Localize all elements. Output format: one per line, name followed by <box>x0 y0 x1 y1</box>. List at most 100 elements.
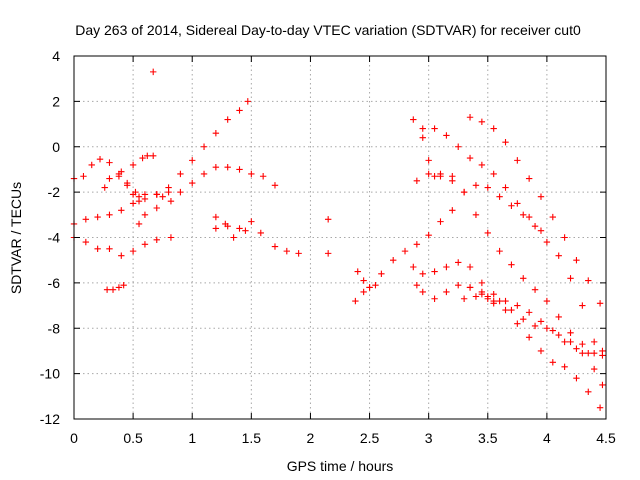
series-arc-3 <box>70 234 175 259</box>
data-point <box>167 198 175 205</box>
data-point <box>531 222 539 230</box>
data-point <box>549 213 556 221</box>
data-point <box>212 129 220 137</box>
data-point <box>419 134 426 141</box>
data-point <box>508 306 515 314</box>
data-point <box>514 302 521 309</box>
data-point <box>259 173 267 180</box>
data-point <box>153 236 160 243</box>
data-point <box>549 327 556 334</box>
data-point <box>94 245 101 253</box>
series-arc-12 <box>354 268 379 291</box>
data-point <box>455 259 462 266</box>
data-point <box>177 188 184 196</box>
data-point <box>189 179 196 187</box>
data-point <box>449 207 456 214</box>
data-point <box>579 350 586 357</box>
data-point <box>478 161 486 169</box>
data-point <box>466 263 474 271</box>
data-point <box>80 173 87 180</box>
data-point <box>354 268 361 275</box>
data-point <box>425 157 432 164</box>
x-tick-label: 1.5 <box>242 430 262 446</box>
data-point <box>596 404 604 411</box>
data-point <box>537 318 545 325</box>
data-point <box>555 331 562 339</box>
data-point <box>165 184 172 191</box>
data-point <box>555 313 562 321</box>
data-point <box>224 116 231 123</box>
data-point <box>419 288 426 296</box>
data-point <box>543 297 551 305</box>
data-point <box>96 156 104 163</box>
data-point <box>496 193 503 200</box>
data-point <box>115 173 123 180</box>
data-point <box>567 329 574 336</box>
series-arc-16 <box>413 170 456 184</box>
series-arc-1 <box>70 156 143 200</box>
data-point <box>242 227 249 234</box>
data-point <box>431 125 438 132</box>
series-arc-4 <box>101 152 157 191</box>
data-point <box>425 232 432 239</box>
data-point <box>106 211 113 219</box>
data-point <box>585 350 592 357</box>
series-arc-13 <box>466 114 604 307</box>
data-point <box>596 300 604 307</box>
x-tick-label: 3 <box>425 430 433 446</box>
data-point <box>271 182 279 189</box>
data-point <box>449 177 456 184</box>
data-point <box>135 198 143 205</box>
data-point <box>425 170 432 178</box>
data-point <box>115 284 123 291</box>
data-point <box>520 275 527 282</box>
data-point <box>502 139 509 146</box>
data-point <box>106 159 113 166</box>
data-point <box>212 163 220 171</box>
data-point <box>360 288 367 296</box>
data-point <box>144 152 151 160</box>
data-point <box>590 365 598 373</box>
data-point <box>478 279 486 287</box>
data-point <box>478 288 486 296</box>
data-point <box>431 173 438 180</box>
y-tick-label: -6 <box>48 275 61 291</box>
data-point <box>419 125 426 132</box>
data-point <box>150 152 157 160</box>
data-point <box>478 118 486 125</box>
data-point <box>248 170 255 178</box>
data-point <box>472 293 480 300</box>
y-tick-label: 2 <box>52 93 60 109</box>
y-tick-label: -10 <box>40 366 60 382</box>
data-point <box>460 295 468 302</box>
y-tick-label: -8 <box>48 320 61 336</box>
data-point <box>200 143 208 150</box>
data-point <box>413 241 421 248</box>
data-point <box>129 247 137 255</box>
data-point <box>466 114 474 121</box>
data-point <box>324 250 332 257</box>
data-point <box>531 322 539 330</box>
data-point <box>490 170 497 178</box>
data-point <box>129 200 137 207</box>
data-point <box>490 291 497 298</box>
data-point <box>222 220 229 228</box>
data-point <box>508 202 515 209</box>
data-point <box>531 286 539 293</box>
data-point <box>139 154 146 162</box>
data-point <box>484 184 491 191</box>
data-point <box>94 213 101 221</box>
x-tick-label: 2 <box>307 430 315 446</box>
data-point <box>410 116 417 123</box>
data-point <box>236 166 243 173</box>
data-point <box>579 340 586 348</box>
data-point <box>543 325 551 332</box>
data-point <box>537 227 545 234</box>
data-point <box>525 175 533 182</box>
data-point <box>410 263 417 271</box>
series-arc-14 <box>419 125 545 234</box>
data-point <box>455 281 462 289</box>
data-point <box>590 338 598 346</box>
series-arc-5 <box>115 173 160 198</box>
